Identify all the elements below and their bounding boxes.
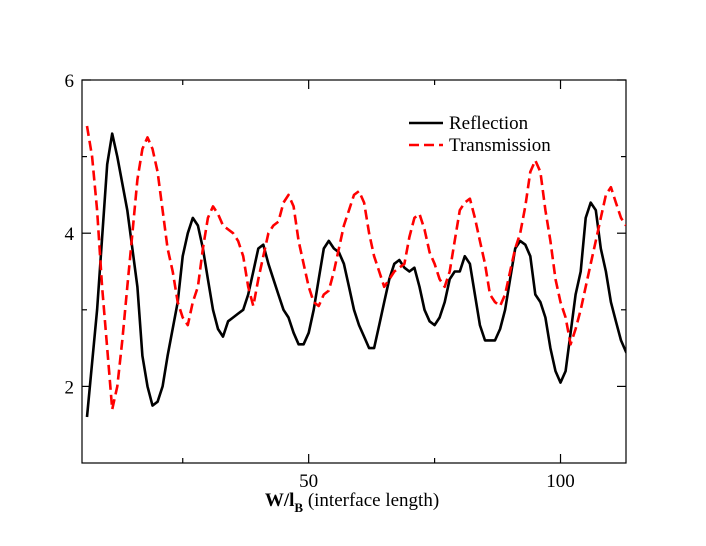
- x-axis-title-suffix: (interface length): [303, 490, 439, 511]
- series-line-transmission: [85, 125, 626, 411]
- x-axis-title-main: W/l: [265, 490, 295, 511]
- series-layer: [85, 125, 626, 418]
- x-tick-label: 100: [546, 471, 575, 492]
- y-tick-label: 4: [65, 224, 75, 245]
- legend-label-transmission: Transmission: [449, 135, 551, 156]
- y-tick-label: 2: [65, 377, 75, 398]
- x-axis-title: W/lB (interface length): [265, 490, 439, 515]
- x-axis-title-subscript: B: [294, 500, 303, 515]
- legend-label-reflection: Reflection: [449, 113, 529, 134]
- series-line-reflection: [85, 132, 626, 418]
- axis-tick-labels: 50 100 2 4 6: [65, 71, 575, 492]
- x-tick-label: 50: [299, 471, 318, 492]
- y-tick-label: 6: [65, 71, 75, 92]
- legend: Reflection Transmission: [409, 113, 551, 156]
- plot-frame: [81, 79, 627, 464]
